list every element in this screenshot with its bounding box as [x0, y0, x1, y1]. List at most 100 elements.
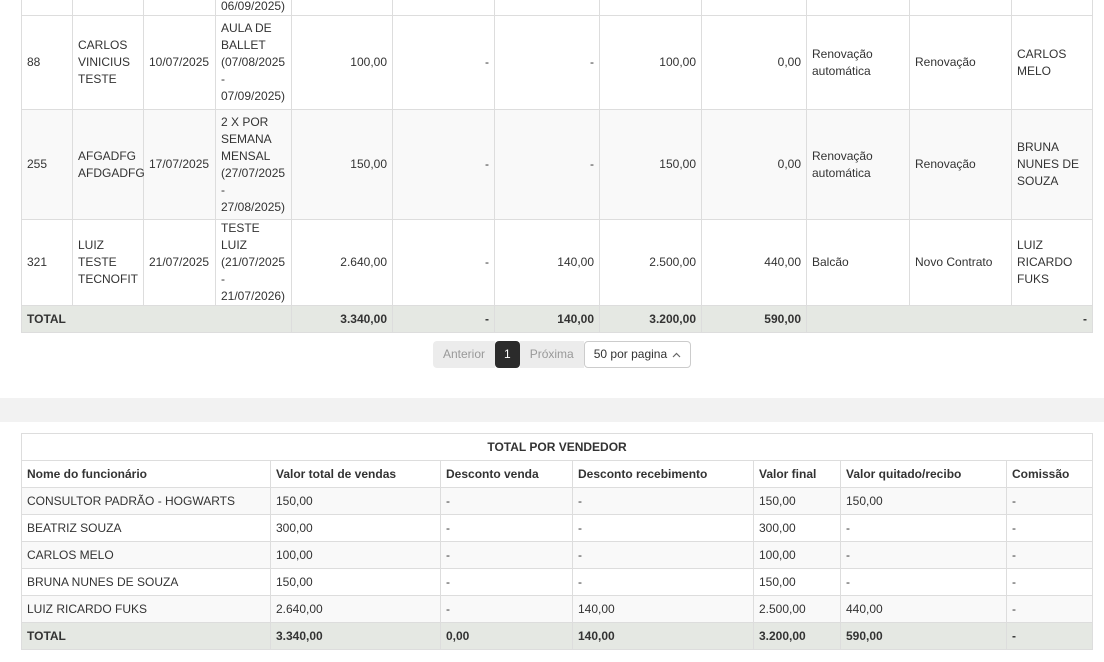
receipt-discount-cell: - — [572, 541, 754, 569]
chevron-up-icon — [673, 352, 681, 358]
table-row: 255 AFGADFG AFDGADFG 17/07/2025 2 X POR … — [21, 109, 1093, 220]
commission-cell: - — [1005, 568, 1094, 596]
commission-cell: - — [1005, 487, 1094, 515]
sale-discount-cell: - — [440, 541, 573, 569]
final-value-cell: 150,00 — [599, 109, 702, 220]
total-sale-discount: 0,00 — [440, 622, 573, 650]
vendor-summary-table: TOTAL POR VENDEDOR Nome do funcionário V… — [20, 433, 1094, 650]
sales-total-cell: 150,00 — [270, 568, 441, 596]
employee-cell: BRUNA NUNES DE SOUZA — [21, 568, 271, 596]
final-value-cell: 2.500,00 — [753, 595, 841, 623]
total-discount: - — [392, 305, 495, 333]
total-paid: 590,00 — [701, 305, 807, 333]
id-cell: 255 — [21, 109, 73, 220]
total-row: TOTAL 3.340,00 - 140,00 3.200,00 590,00 … — [21, 305, 1093, 333]
total-seller: - — [806, 305, 1093, 333]
section-divider — [0, 398, 1104, 422]
final-value-cell: 100,00 — [753, 541, 841, 569]
employee-cell: CONSULTOR PADRÃO - HOGWARTS — [21, 487, 271, 515]
page-1-button[interactable]: 1 — [495, 341, 520, 368]
commission-cell: - — [1005, 541, 1094, 569]
employee-cell: CARLOS MELO — [21, 541, 271, 569]
table-row: 88 CARLOS VINICIUS TESTE 10/07/2025 AULA… — [21, 15, 1093, 110]
client-cell: CARLOS VINICIUS TESTE — [72, 15, 144, 110]
sales-total-cell: 150,00 — [270, 487, 441, 515]
discount-cell: - — [392, 219, 495, 306]
client-cell: LUIZ TESTE TECNOFIT — [72, 219, 144, 306]
column-header[interactable]: Desconto recebimento — [572, 460, 754, 488]
pagination: Anterior 1 Próxima 50 por pagina — [433, 341, 692, 368]
paid-cell: - — [840, 568, 1007, 596]
column-header[interactable]: Valor total de vendas — [270, 460, 441, 488]
previous-page-button[interactable]: Anterior — [433, 341, 496, 368]
type-cell: Novo Contrato — [909, 219, 1012, 306]
next-page-button[interactable]: Próxima — [519, 341, 584, 368]
sale-discount-cell: - — [440, 487, 573, 515]
column-header[interactable]: Desconto venda — [440, 460, 573, 488]
total-final-value: 3.200,00 — [599, 305, 702, 333]
origin-cell: Balcão — [806, 219, 910, 306]
total-sales: 3.340,00 — [270, 622, 441, 650]
sale-discount-cell: - — [440, 595, 573, 623]
paid-cell: 0,00 — [701, 109, 807, 220]
seller-cell: LUIZ RICARDO FUKS — [1011, 219, 1093, 306]
paid-cell: - — [840, 541, 1007, 569]
column-header[interactable]: Nome do funcionário — [21, 460, 271, 488]
column-header[interactable]: Valor quitado/recibo — [840, 460, 1007, 488]
receipt-discount-cell: 140,00 — [572, 595, 754, 623]
paid-cell: - — [840, 514, 1007, 542]
discount-cell: - — [392, 109, 495, 220]
employee-cell: BEATRIZ SOUZA — [21, 514, 271, 542]
sales-table: 06/09/2025) 88 CARLOS VINICIUS TESTE 10/… — [21, 0, 1093, 333]
final-value-cell: 2.500,00 — [599, 219, 702, 306]
sales-total-cell: 300,00 — [270, 514, 441, 542]
sales-panel: 06/09/2025) 88 CARLOS VINICIUS TESTE 10/… — [21, 0, 1093, 368]
date-cell: 10/07/2025 — [143, 15, 216, 110]
paid-cell: 440,00 — [840, 595, 1007, 623]
seller-cell: BRUNA NUNES DE SOUZA — [1011, 109, 1093, 220]
commission-cell: - — [1005, 514, 1094, 542]
receipt-discount-cell: - — [572, 568, 754, 596]
paid-cell: 440,00 — [701, 219, 807, 306]
final-value-cell: 150,00 — [753, 487, 841, 515]
receipt-discount-cell: - — [494, 15, 600, 110]
plan-cell: 2 X POR SEMANA MENSAL (27/07/2025 - 27/0… — [215, 109, 292, 220]
total-row: TOTAL 3.340,00 0,00 140,00 3.200,00 590,… — [21, 622, 1094, 650]
column-header[interactable]: Comissão — [1005, 460, 1094, 488]
total-value: 3.340,00 — [291, 305, 393, 333]
type-cell: Renovação — [909, 109, 1012, 220]
table-row: CARLOS MELO 100,00 - - 100,00 - - — [21, 541, 1094, 569]
table-caption: TOTAL POR VENDEDOR — [20, 433, 1094, 461]
client-cell: AFGADFG AFDGADFG — [72, 109, 145, 220]
total-receipt-discount: 140,00 — [494, 305, 600, 333]
table-row: CONSULTOR PADRÃO - HOGWARTS 150,00 - - 1… — [21, 487, 1094, 515]
final-value-cell: 300,00 — [753, 514, 841, 542]
date-cell: 21/07/2025 — [143, 219, 216, 306]
page-size-select[interactable]: 50 por pagina — [583, 341, 692, 368]
seller-cell: CARLOS MELO — [1011, 15, 1093, 110]
sale-discount-cell: - — [440, 514, 573, 542]
total-label: TOTAL — [21, 305, 292, 333]
commission-cell: - — [1005, 595, 1094, 623]
sale-discount-cell: - — [440, 568, 573, 596]
sales-total-cell: 2.640,00 — [270, 595, 441, 623]
plan-cell: TESTE LUIZ (21/07/2025 - 21/07/2026) — [215, 219, 292, 306]
receipt-discount-cell: - — [572, 514, 754, 542]
total-final-value: 3.200,00 — [753, 622, 841, 650]
total-receipt-discount: 140,00 — [572, 622, 754, 650]
total-paid: 590,00 — [840, 622, 1007, 650]
type-cell: Renovação — [909, 15, 1012, 110]
page-size-label: 50 por pagina — [593, 347, 668, 361]
receipt-discount-cell: - — [494, 109, 600, 220]
origin-cell: Renovação automática — [806, 109, 910, 220]
plan-cell: AULA DE BALLET (07/08/2025 - 07/09/2025) — [215, 15, 292, 110]
receipt-discount-cell: 140,00 — [494, 219, 600, 306]
receipt-discount-cell: - — [572, 487, 754, 515]
final-value-cell: 100,00 — [599, 15, 702, 110]
id-cell: 321 — [21, 219, 73, 306]
final-value-cell: 150,00 — [753, 568, 841, 596]
table-row-partial: 06/09/2025) — [21, 0, 1093, 16]
plan-cell: 06/09/2025) — [221, 0, 286, 13]
column-header[interactable]: Valor final — [753, 460, 841, 488]
table-row: LUIZ RICARDO FUKS 2.640,00 - 140,00 2.50… — [21, 595, 1094, 623]
